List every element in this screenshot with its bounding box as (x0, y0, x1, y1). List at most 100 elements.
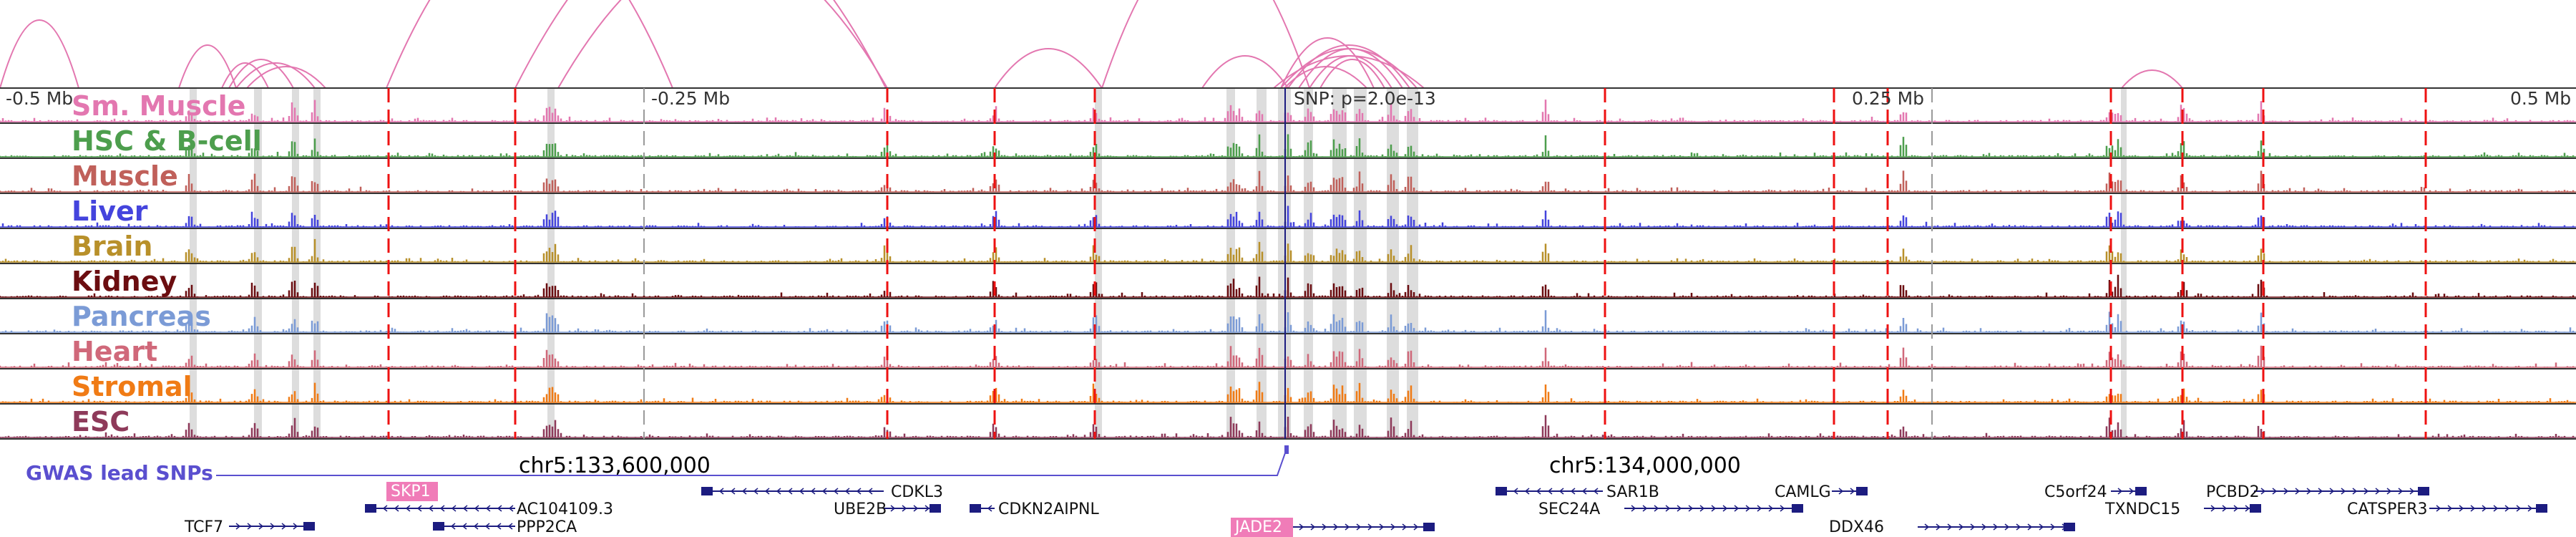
track-muscle (0, 158, 2576, 193)
gene-sar1b: SAR1B (1496, 483, 1659, 501)
track-signal (0, 274, 2575, 297)
track-signal (0, 415, 2575, 437)
track-label: Stromal (72, 371, 192, 402)
gene-strand-arrows (890, 505, 930, 512)
gene-label: DDX46 (1829, 518, 1884, 536)
gene-label: CDKN2AIPNL (998, 500, 1099, 518)
coordinate-axis: chr5:133,600,000 chr5:134,000,000 (519, 453, 1741, 478)
interaction-arc (514, 0, 887, 89)
interaction-arc (246, 66, 326, 89)
track-signal (1, 205, 2575, 227)
track-kidney (0, 263, 2576, 298)
interaction-arc (2121, 69, 2183, 89)
track-label: Muscle (72, 160, 178, 192)
gene-exon (2064, 523, 2075, 531)
gene-cdkn2aipnl: CDKN2AIPNL (970, 500, 1099, 518)
gene-exon (2418, 487, 2429, 495)
track-hsc-b-cell (0, 122, 2576, 158)
interaction-arc (1101, 0, 1310, 89)
snp-label: SNP: p=2.0e-13 (1294, 88, 1436, 109)
gene-skp1: SKP1 (386, 482, 438, 501)
gwas-lead-snps: GWAS lead SNPs (26, 445, 1289, 485)
gene-label: C5orf24 (2044, 483, 2107, 501)
gene-highlight-box (1231, 518, 1293, 537)
gene-exon (1856, 487, 1868, 495)
gene-jade2: JADE2 (1231, 518, 1435, 537)
track-label: Heart (72, 336, 157, 367)
gene-exon (1792, 504, 1803, 513)
track-label: Kidney (72, 266, 177, 297)
gene-c5orf24: C5orf24 (2044, 483, 2147, 501)
track-label: Brain (72, 231, 152, 262)
interaction-arc (1298, 48, 1403, 89)
interaction-arc (178, 44, 237, 89)
track-label: Sm. Muscle (72, 90, 245, 122)
gene-pcbd2: PCBD2 (2206, 483, 2429, 501)
gene-sec24a: SEC24A (1538, 500, 1803, 518)
gwas-connector (216, 448, 1287, 476)
gene-strand-arrows (1924, 523, 2067, 531)
gene-cdkl3: CDKL3 (701, 483, 943, 501)
track-signal (1, 310, 2575, 332)
gene-highlight-box (386, 482, 438, 501)
scale-left-label: -0.5 Mb (6, 88, 73, 109)
track-esc (0, 403, 2576, 438)
scale-right-label: 0.5 Mb (2510, 88, 2571, 109)
gene-ddx46: DDX46 (1829, 518, 2075, 536)
gene-exon (2536, 504, 2547, 513)
track-signal (0, 345, 2575, 367)
gene-exon (1496, 487, 1507, 495)
gene-exon (303, 522, 315, 531)
coordinate-label-2: chr5:134,000,000 (1549, 453, 1741, 478)
interaction-arc (1284, 66, 1367, 89)
gene-label: SAR1B (1606, 483, 1659, 501)
track-pancreas (0, 298, 2576, 333)
gene-tcf7: TCF7 (184, 518, 315, 536)
gene-strand-arrows (2436, 505, 2545, 512)
track-label: Liver (72, 195, 148, 227)
signal-tracks (0, 87, 2576, 440)
interaction-arcs (0, 0, 2183, 89)
gene-label: CDKL3 (891, 483, 943, 501)
interaction-arc (221, 62, 269, 89)
gene-exon (970, 504, 981, 513)
gene-label: PCBD2 (2206, 483, 2260, 501)
gene-ppp2ca: PPP2CA (433, 518, 577, 536)
gene-exon (2250, 504, 2261, 513)
gene-label: PPP2CA (517, 518, 577, 536)
gwas-label: GWAS lead SNPs (26, 461, 213, 485)
gene-exon (1423, 523, 1435, 531)
track-signal (0, 170, 2575, 192)
scale-bar: -0.5 Mb -0.25 Mb SNP: p=2.0e-13 0.25 Mb … (6, 88, 2571, 109)
interaction-arc (1309, 55, 1392, 89)
interaction-arc (1319, 59, 1385, 89)
interaction-arc (1201, 55, 1289, 89)
track-signal (0, 134, 2575, 157)
gene-ac104109-3: AC104109.3 (365, 500, 613, 518)
gene-label: CATSPER3 (2347, 500, 2428, 518)
gene-exon (930, 504, 941, 513)
track-signal (1, 380, 2575, 402)
gene-exon (701, 487, 713, 495)
interaction-arc (1280, 37, 1375, 89)
interaction-arc (994, 48, 1103, 89)
gene-catsper3: CATSPER3 (2347, 500, 2547, 518)
gene-label: SKP1 (391, 483, 431, 500)
gene-exon (2135, 487, 2147, 495)
track-stromal (0, 368, 2576, 403)
gene-exon (433, 522, 444, 531)
scale-right-mid-label: 0.25 Mb (1852, 88, 1924, 109)
interaction-arc (228, 59, 294, 89)
gene-label: JADE2 (1234, 518, 1282, 536)
track-label: ESC (72, 406, 130, 437)
coordinate-label-1: chr5:133,600,000 (519, 453, 711, 478)
gene-strand-arrows (235, 523, 310, 530)
track-sm-muscle (0, 87, 2576, 122)
gene-label: UBE2B (834, 500, 887, 518)
track-heart (0, 333, 2576, 368)
gene-label: CAMLG (1775, 483, 1831, 501)
track-label: Pancreas (72, 301, 211, 332)
gene-ube2b: UBE2B (834, 500, 941, 518)
